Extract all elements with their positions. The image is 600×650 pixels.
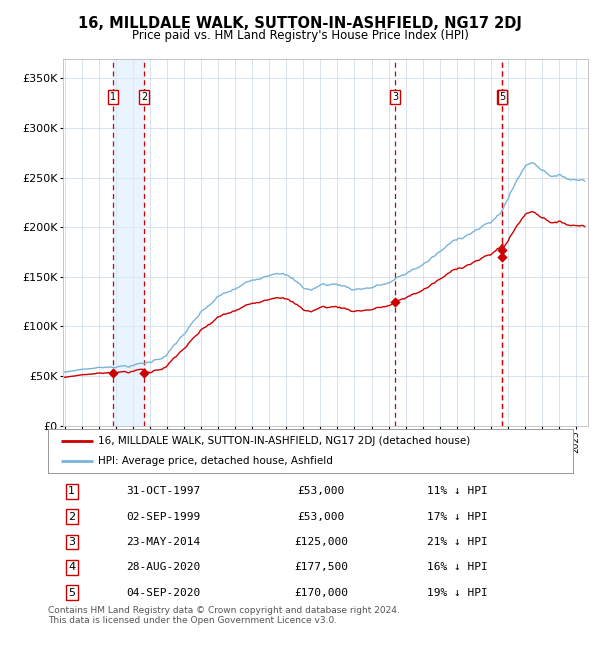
- Text: 1: 1: [110, 92, 116, 102]
- Point: [391, 296, 400, 307]
- Text: 23-MAY-2014: 23-MAY-2014: [127, 537, 200, 547]
- Point: [497, 252, 507, 262]
- Text: Price paid vs. HM Land Registry's House Price Index (HPI): Price paid vs. HM Land Registry's House …: [131, 29, 469, 42]
- Text: 5: 5: [68, 588, 75, 597]
- Text: 5: 5: [499, 92, 506, 102]
- Text: 3: 3: [68, 537, 75, 547]
- Text: £53,000: £53,000: [298, 512, 344, 522]
- Text: 4: 4: [499, 92, 505, 102]
- Text: 16, MILLDALE WALK, SUTTON-IN-ASHFIELD, NG17 2DJ (detached house): 16, MILLDALE WALK, SUTTON-IN-ASHFIELD, N…: [98, 436, 470, 446]
- Text: HPI: Average price, detached house, Ashfield: HPI: Average price, detached house, Ashf…: [98, 456, 333, 466]
- Text: £53,000: £53,000: [298, 486, 344, 497]
- Text: 21% ↓ HPI: 21% ↓ HPI: [427, 537, 488, 547]
- Text: This data is licensed under the Open Government Licence v3.0.: This data is licensed under the Open Gov…: [48, 616, 337, 625]
- Text: 16% ↓ HPI: 16% ↓ HPI: [427, 562, 488, 572]
- Point: [108, 368, 118, 378]
- Text: £125,000: £125,000: [294, 537, 348, 547]
- Text: 4: 4: [68, 562, 75, 572]
- Text: 19% ↓ HPI: 19% ↓ HPI: [427, 588, 488, 597]
- Text: 16, MILLDALE WALK, SUTTON-IN-ASHFIELD, NG17 2DJ: 16, MILLDALE WALK, SUTTON-IN-ASHFIELD, N…: [78, 16, 522, 31]
- Point: [140, 368, 149, 378]
- Text: £170,000: £170,000: [294, 588, 348, 597]
- Text: 2: 2: [141, 92, 148, 102]
- Text: 04-SEP-2020: 04-SEP-2020: [127, 588, 200, 597]
- Text: 31-OCT-1997: 31-OCT-1997: [127, 486, 200, 497]
- Text: 11% ↓ HPI: 11% ↓ HPI: [427, 486, 488, 497]
- Text: £177,500: £177,500: [294, 562, 348, 572]
- Text: 28-AUG-2020: 28-AUG-2020: [127, 562, 200, 572]
- Text: 02-SEP-1999: 02-SEP-1999: [127, 512, 200, 522]
- Text: 3: 3: [392, 92, 398, 102]
- Point: [497, 244, 507, 255]
- Text: 17% ↓ HPI: 17% ↓ HPI: [427, 512, 488, 522]
- Text: Contains HM Land Registry data © Crown copyright and database right 2024.: Contains HM Land Registry data © Crown c…: [48, 606, 400, 615]
- Text: 1: 1: [68, 486, 75, 497]
- Text: 2: 2: [68, 512, 75, 522]
- Bar: [113, 58, 145, 426]
